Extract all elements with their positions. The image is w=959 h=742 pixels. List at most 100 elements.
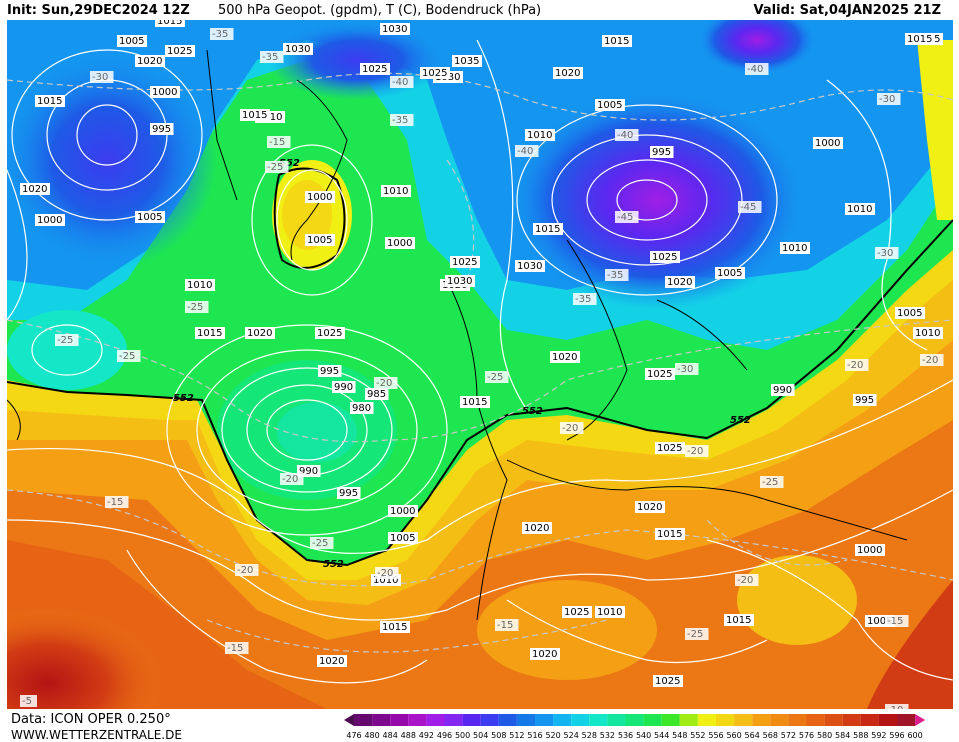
legend-swatch [625, 714, 644, 726]
temp-label-bg [390, 76, 414, 88]
isobar-label: 1000 [815, 138, 840, 149]
isobar-label: 1010 [383, 186, 408, 197]
temp-label-bg [605, 269, 629, 281]
legend-tick: 508 [491, 731, 506, 740]
legend-swatch [897, 714, 916, 726]
isobar-label: 1010 [915, 328, 940, 339]
temp-label-bg [185, 301, 209, 313]
isobar-label-bg [895, 307, 925, 319]
isobar-label: 1015 [604, 36, 629, 47]
temp-label: -20 [376, 378, 392, 389]
temp-label: -40 [517, 146, 533, 157]
isobar-label-bg [35, 214, 65, 226]
isobar-label: 1020 [552, 352, 577, 363]
legend-swatch [354, 714, 373, 726]
isobar-label-bg [185, 279, 215, 291]
isobar-label-bg [533, 223, 563, 235]
isobar-label-bg [845, 203, 875, 215]
isobar-label-bg [315, 327, 345, 339]
isobar-label: 1015 [535, 224, 560, 235]
temp-label: -20 [922, 355, 938, 366]
temp-label: -20 [377, 568, 393, 579]
isobar-label-bg [452, 55, 482, 67]
low-greenland-north [267, 20, 447, 100]
isobar-label: 1000 [37, 215, 62, 226]
isobar-label: 995 [855, 395, 874, 406]
temp-label: -35 [607, 270, 623, 281]
temp-label-bg [55, 334, 79, 346]
isobar-label: 1015 [242, 110, 267, 121]
isobar-label: 1020 [524, 523, 549, 534]
isobar-label: 1005 [119, 36, 144, 47]
isobar-label-bg [650, 251, 680, 263]
legend-swatch [571, 714, 590, 726]
temp-label: -30 [877, 248, 893, 259]
weather-map[interactable]: 552 552 552 552 552 1035 1030 1025 1020 1015… [7, 20, 953, 709]
isobar-label-bg [360, 63, 390, 75]
isobar-label-bg [853, 394, 877, 406]
isobar-label-bg [780, 242, 810, 254]
init-time: Init: Sun,29DEC2024 12Z [7, 2, 190, 18]
temp-label-bg [267, 136, 291, 148]
isobar-label-bg [813, 137, 843, 149]
legend-tick: 476 [346, 731, 361, 740]
data-source: Data: ICON OPER 0.250° [11, 712, 171, 727]
isobar-label-bg [35, 95, 65, 107]
isobar-label-group: 1035 1030 1025 1020 1015 1010 1000 995 1030 1025 1… [20, 20, 943, 687]
temp-label-bg [260, 51, 284, 63]
legend-tick: 556 [708, 731, 723, 740]
isobar-label: 1005 [137, 212, 162, 223]
site-url[interactable]: WWW.WETTERZENTRALE.DE [11, 728, 182, 742]
legend-tick: 520 [545, 731, 560, 740]
isobar-label: 1025 [652, 252, 677, 263]
green-east [507, 180, 953, 440]
isobar-label: 1010 [847, 204, 872, 215]
temp-label: -25 [57, 335, 73, 346]
legend-swatch [535, 714, 554, 726]
legend-arrow-left [344, 714, 354, 726]
legend-swatch [806, 714, 825, 726]
isobar-label-bg [150, 123, 174, 135]
isobar-label-bg [522, 522, 552, 534]
temp-label-bg [685, 445, 709, 457]
isobar-label-bg [305, 191, 335, 203]
temp-label: -20 [562, 423, 578, 434]
isobar-label-bg [913, 327, 943, 339]
isobar-label: 1010 [597, 607, 622, 618]
legend-swatch [860, 714, 879, 726]
temp-label: -20 [282, 474, 298, 485]
legend-tick: 584 [835, 731, 850, 740]
isobar-label: 1015 [197, 328, 222, 339]
isobar-label-bg [595, 99, 625, 111]
isobar-label: 1005 [307, 235, 332, 246]
legend-swatch [390, 714, 409, 726]
temp-label-bg [560, 422, 584, 434]
temp-label: -45 [617, 212, 633, 223]
isobar-label: 1010 [782, 243, 807, 254]
legend-swatch [553, 714, 572, 726]
isobar-label: 1035 [454, 56, 479, 67]
legend-swatch [408, 714, 427, 726]
legend-swatch [643, 714, 662, 726]
legend-swatch [462, 714, 481, 726]
isobar-label: 1025 [657, 443, 682, 454]
isobar-label-bg [240, 109, 270, 121]
temp-label: -40 [392, 77, 408, 88]
color-legend: 476 480 484 488 492 496 500 504 508 512 516 520 524 5… [344, 714, 926, 740]
isobar-label: 1005 [597, 100, 622, 111]
isobar-label-bg [135, 211, 165, 223]
low-scandinavia [507, 90, 807, 310]
legend-tick: 536 [618, 731, 633, 740]
isobar-label-bg [515, 260, 545, 272]
temp-label-bg [615, 211, 639, 223]
legend-tick: 548 [672, 731, 687, 740]
temp-label: -25 [687, 629, 703, 640]
isobar-label-bg [150, 86, 180, 98]
isobar-label: 1025 [452, 257, 477, 268]
temp-label-bg [210, 28, 234, 40]
temp-label: -10 [887, 705, 903, 709]
temp-label: -15 [107, 497, 123, 508]
legend-swatch [661, 714, 680, 726]
isobar-label-bg [20, 183, 50, 195]
isobar-label-bg [365, 388, 389, 400]
